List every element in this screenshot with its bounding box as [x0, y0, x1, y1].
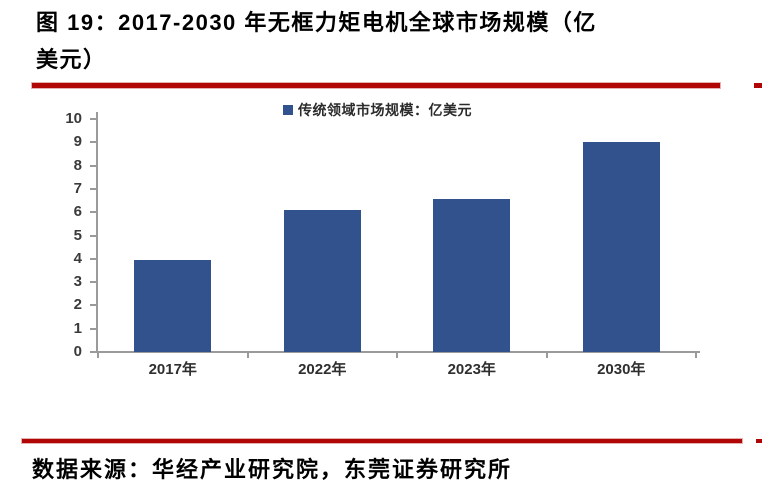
bottom-divider-fragment: [756, 439, 762, 443]
y-axis-tick-label: 5: [73, 226, 82, 244]
y-axis-tick-label: 0: [73, 343, 82, 360]
x-axis-tick: [396, 352, 398, 358]
y-axis-tick: [90, 164, 96, 167]
y-axis-tick: [90, 327, 96, 330]
y-axis-tick: [90, 351, 96, 353]
top-divider-rule: [32, 83, 720, 88]
y-axis-tick-label: 8: [73, 156, 82, 174]
y-axis-tick: [90, 257, 96, 260]
bar-2017年: [134, 259, 212, 352]
y-axis-tick-label: 1: [73, 319, 82, 337]
data-source-text: 数据来源：华经产业研究院，东莞证券研究所: [32, 457, 513, 482]
bar-2022年: [283, 209, 361, 352]
y-axis-tick: [90, 118, 96, 120]
x-axis-tick: [246, 352, 249, 358]
x-axis-label: 2030年: [597, 361, 646, 378]
x-axis-label: 2023年: [447, 361, 496, 378]
y-axis-tick: [90, 234, 96, 237]
chart-legend: 传统领域市场规模：亿美元: [283, 100, 472, 120]
y-axis-tick: [90, 141, 96, 144]
y-axis-tick-label: 9: [73, 133, 82, 151]
y-axis-tick: [90, 211, 96, 214]
figure-caption-line1: 图 19：2017-2030 年无框力矩电机全球市场规模（亿: [36, 10, 597, 35]
x-axis-label: 2022年: [298, 361, 347, 378]
y-axis-tick-label: 3: [73, 273, 82, 291]
legend-label: 传统领域市场规模：亿美元: [298, 102, 472, 118]
bar-2030年: [582, 142, 660, 352]
bar-2023年: [433, 199, 511, 352]
x-axis-tick: [695, 352, 697, 358]
x-axis-tick: [97, 352, 99, 358]
legend-square-icon: [283, 105, 293, 115]
y-axis-tick: [90, 304, 96, 307]
y-axis-line: [96, 112, 98, 353]
bottom-divider-rule: [22, 439, 742, 443]
x-axis-label: 2017年: [148, 361, 197, 378]
x-axis-tick: [545, 352, 548, 358]
y-axis-tick-label: 7: [73, 179, 82, 197]
y-axis-tick: [90, 187, 96, 190]
y-axis-tick-label: 4: [73, 249, 82, 267]
x-axis-line: [96, 351, 700, 353]
y-axis-tick-label: 10: [65, 110, 82, 127]
top-divider-fragment: [754, 83, 762, 88]
y-axis-tick-label: 2: [73, 296, 82, 314]
y-axis-tick: [90, 281, 96, 284]
y-axis-tick-label: 6: [73, 203, 82, 221]
figure-caption-line2: 美元）: [36, 47, 107, 72]
figure-caption: 图 19：2017-2030 年无框力矩电机全球市场规模（亿 美元）: [36, 4, 597, 78]
